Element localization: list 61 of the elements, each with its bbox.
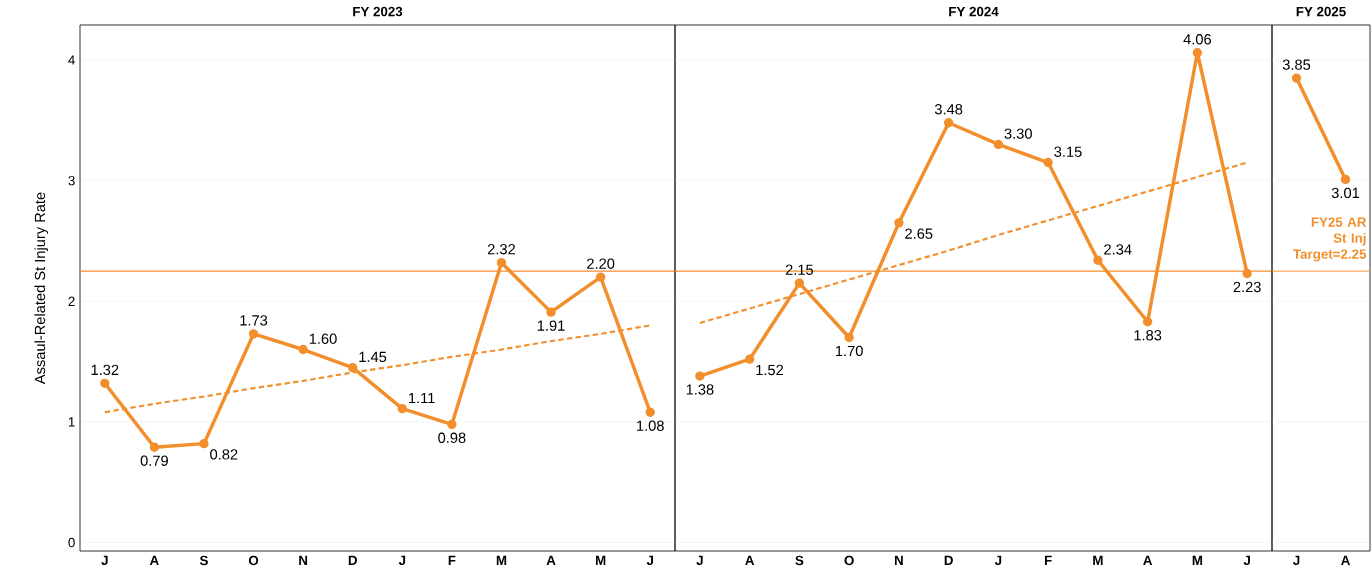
x-tick-label: A xyxy=(546,555,556,565)
x-tick-label: J xyxy=(1293,555,1300,566)
x-tick-label: J xyxy=(398,555,406,566)
x-tick-label: M xyxy=(496,555,507,565)
data-label: 3.85 xyxy=(1282,59,1311,70)
x-tick-label: A xyxy=(1341,555,1350,565)
data-label: 2.23 xyxy=(1233,281,1261,293)
x-tick-label: A xyxy=(149,555,159,565)
data-label: 3.30 xyxy=(1004,128,1032,139)
x-tick-label: D xyxy=(348,555,357,565)
data-label: 3.15 xyxy=(1054,146,1082,157)
data-label: 1.70 xyxy=(835,345,863,357)
x-tick-label: J xyxy=(101,555,108,566)
data-label: 0.79 xyxy=(140,455,168,466)
y-tick-label: 2 xyxy=(68,296,75,306)
data-label: 1.73 xyxy=(240,315,268,326)
chart-title: FY 2023 xyxy=(353,6,403,17)
x-tick-label: J xyxy=(1243,555,1250,566)
x-tick-label: M xyxy=(1093,555,1103,565)
y-tick-label: 4 xyxy=(68,55,75,65)
x-tick-label: J xyxy=(646,555,654,566)
data-label: 2.65 xyxy=(905,228,933,239)
ref-line-label: FY25 AR St Inj Target=2.25 xyxy=(1293,217,1367,262)
x-tick-label: S xyxy=(795,555,804,566)
data-label: 2.32 xyxy=(487,244,515,255)
data-label: 1.08 xyxy=(637,420,664,431)
data-label: 2.34 xyxy=(1104,244,1132,255)
x-tick-label: O xyxy=(248,555,259,566)
data-label: 3.01 xyxy=(1331,187,1360,199)
x-tick-label: M xyxy=(595,555,606,565)
data-label: 1.11 xyxy=(409,392,435,404)
x-tick-label: J xyxy=(696,555,703,566)
data-label: 1.38 xyxy=(686,384,714,395)
data-label: 1.32 xyxy=(91,364,119,376)
data-label: 1.91 xyxy=(537,320,565,331)
x-tick-label: S xyxy=(199,555,208,566)
data-label: 3.48 xyxy=(934,104,963,115)
data-label: 1.83 xyxy=(1134,330,1162,341)
data-label: 0.98 xyxy=(438,432,466,443)
x-tick-label: N xyxy=(299,555,308,565)
data-label: 1.60 xyxy=(309,333,337,344)
data-label: 1.52 xyxy=(756,364,784,376)
chart-title: FY 2024 xyxy=(949,6,999,17)
x-tick-label: F xyxy=(448,555,456,565)
x-tick-label: J xyxy=(994,555,1002,566)
x-tick-label: M xyxy=(1192,555,1203,565)
x-tick-label: N xyxy=(894,555,903,565)
y-tick-label: 3 xyxy=(68,175,75,186)
x-tick-label: O xyxy=(844,555,854,566)
data-label: 2.20 xyxy=(587,258,615,269)
y-tick-label: 1 xyxy=(68,417,75,427)
data-label: 1.45 xyxy=(359,351,387,363)
data-label: 0.82 xyxy=(210,449,238,460)
data-label: 4.06 xyxy=(1183,34,1212,45)
chart-title: FY 2025 xyxy=(1296,6,1346,17)
y-tick-label: 0 xyxy=(68,537,75,548)
x-tick-label: A xyxy=(1143,555,1153,565)
x-tick-label: D xyxy=(944,555,953,565)
y-axis-title: Assaul-Related St Injury Rate xyxy=(34,192,49,385)
x-tick-label: F xyxy=(1044,555,1052,565)
x-tick-label: A xyxy=(745,555,755,565)
